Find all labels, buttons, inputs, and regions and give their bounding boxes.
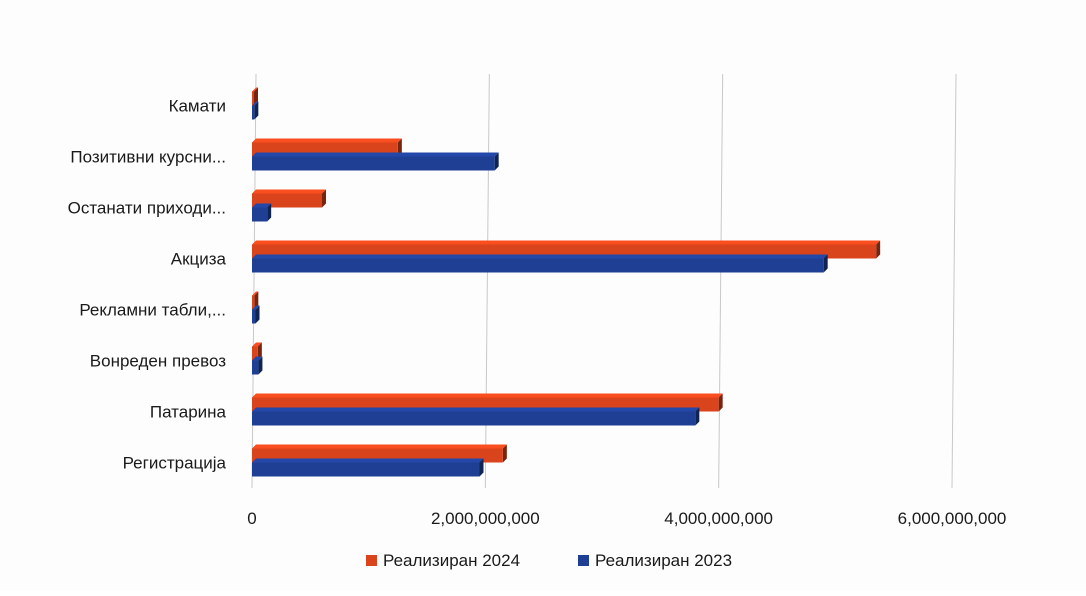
bar-2023 [252,458,484,477]
category-label: Камати [169,97,226,116]
x-tick-label: 2,000,000,000 [431,509,540,528]
gridlines [251,73,957,489]
bar-2023 [252,356,263,375]
gridline [484,73,490,489]
x-tick-label: 4,000,000,000 [664,509,773,528]
legend-item: Реализиран 2023 [578,551,732,570]
bar-2023 [252,203,272,222]
legend-label: Реализиран 2024 [383,551,520,570]
x-tick-label: 0 [247,509,256,528]
gridline [251,73,257,489]
x-tick-label: 6,000,000,000 [898,509,1007,528]
legend-label: Реализиран 2023 [595,551,732,570]
category-label: Акциза [171,250,227,269]
legend-swatch [366,555,377,566]
x-axis-ticks: 0 2,000,000,000 4,000,000,000 6,000,000,000 [247,509,1006,528]
gridline [951,73,957,489]
bar-2023 [252,305,260,324]
category-label: Останати приходи... [68,199,226,218]
bar-2023 [252,152,499,171]
bar-2023 [252,254,828,273]
bar-2023 [252,407,700,426]
gridline [718,73,724,489]
category-label: Регистрација [123,454,227,473]
bar-2024 [252,87,258,106]
bar-2024 [252,291,259,310]
legend-swatch [578,555,589,566]
category-label: Вонреден превоз [90,352,226,371]
legend: Реализиран 2024 Реализиран 2023 [366,551,732,570]
category-labels: Камати Позитивни курсни... Останати приход… [68,97,227,473]
bar-2024 [252,342,262,361]
category-label: Патарина [150,403,227,422]
category-label: Рекламни табли,... [79,301,226,320]
category-label: Позитивни курсни... [70,148,226,167]
bar-2023 [252,101,259,120]
legend-item: Реализиран 2024 [366,551,520,570]
bars [252,87,881,477]
